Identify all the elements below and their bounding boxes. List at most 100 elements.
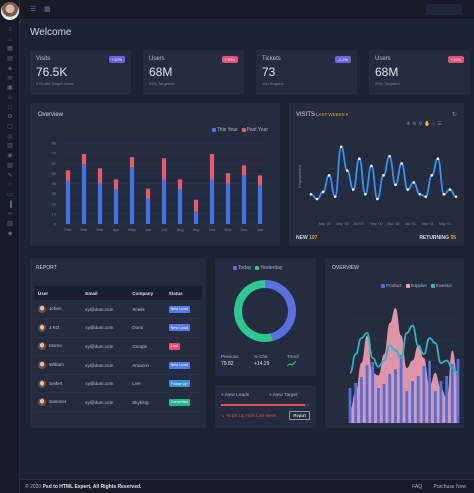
mail-icon[interactable]: ✉ [7,75,13,82]
star-icon[interactable]: ☆ [7,182,13,189]
stat-value: 73 [262,65,276,79]
visits-filter-dropdown[interactable]: LAST WEEKS ▾ [316,112,349,117]
user-cell: Sammer [34,392,82,413]
product-bar [405,391,409,423]
status-badge[interactable]: New Lead [168,305,190,313]
legend-label[interactable]: Supplier [410,283,428,288]
stat-subtext: 275,456 Target Users [36,81,75,86]
supplier-area [350,308,458,423]
status-badge[interactable]: Converted [168,398,191,406]
column-header[interactable]: Company [128,286,165,300]
avatar[interactable] [1,2,19,20]
shield-icon[interactable]: ◆ [7,230,13,237]
legend-label[interactable]: Yesterday [260,265,283,271]
visits-card: VISITS LAST WEEKS ▾ ↻ ⊕⊖⚲✋⌂☰ Engagement M… [289,103,464,246]
metric-label: Trend [287,354,299,359]
x-tick-label: Mar [97,227,105,232]
bar-past-year [113,179,119,190]
home-icon[interactable]: ⌂ [432,121,438,127]
stat-label: Visits [36,56,51,62]
table-icon[interactable]: ▥ [7,143,13,150]
company-link[interactable]: Psd to HTML Expert, [42,484,92,490]
bar-past-year [193,199,199,212]
data-point [339,145,343,149]
menu-icon[interactable]: ☰ [30,6,37,13]
grid-icon[interactable]: ▦ [7,46,13,53]
report-table: User Email Company Status Johen xy@dum.com … [34,286,202,413]
zoom-out-icon[interactable]: ⊖ [412,121,419,127]
table-row[interactable]: Sammer xy@dum.com Skyblog Converted [34,392,202,413]
lock-icon[interactable]: ▧ [7,162,13,169]
company-cell: Skyblog [128,392,165,413]
x-tick-label: Oct [209,227,216,232]
legend-label[interactable]: This Year [216,127,238,133]
legend-label[interactable]: Investor [436,283,453,288]
bar-icon[interactable]: ▐ [7,201,13,208]
home-icon[interactable]: ⌂ [8,36,12,43]
menu-icon[interactable]: ≡ [8,27,12,33]
top-bar-controls[interactable] [426,4,462,15]
file-icon[interactable]: □ [8,104,12,111]
calendar-icon[interactable]: ▣ [7,85,13,92]
data-point [358,157,361,161]
link-icon[interactable]: ∞ [7,211,13,218]
status-badge[interactable]: New Lead [168,361,190,369]
map-icon[interactable]: ◎ [7,133,13,140]
status-badge[interactable]: Follow Up [168,380,190,388]
monitor-icon[interactable]: ▭ [7,191,13,198]
returning-label: RETURNING [419,235,450,241]
column-header[interactable]: Status [164,286,202,300]
metric-value: 79.82 [221,361,234,367]
edit-icon[interactable]: ✎ [7,172,13,179]
status-badge[interactable]: New Lead [168,324,190,332]
column-header[interactable]: User [34,286,82,300]
menu-icon[interactable]: ☰ [437,121,444,127]
search-icon[interactable]: ⚲ [418,121,425,127]
product-bar [382,384,386,423]
settings-icon[interactable]: ⚙ [7,114,13,121]
chart-icon[interactable]: ▤ [7,56,13,63]
table-row[interactable]: Momo xy@dum.com Google Lost [34,337,202,357]
pan-icon[interactable]: ✋ [424,121,433,127]
x-tick-label: Apr [113,227,120,232]
user-cell: Momo [34,337,82,357]
grid-icon[interactable]: ▦ [44,6,51,13]
data-point [327,174,331,177]
layers-icon[interactable]: ◈ [7,65,13,72]
table-row[interactable]: Seifert xy@dum.com Live Follow Up [34,374,202,394]
column-header[interactable]: Email [81,286,129,300]
legend-label[interactable]: Product [386,283,402,288]
table-row[interactable]: Johen xy@dum.com Xcesk New Lead [34,300,202,320]
overview-bar-card: Overview This Year Past Year 0 10 20 30 40 50 6… [30,103,280,246]
legend-label[interactable]: Past Year [246,127,268,133]
data-point [448,188,452,191]
zoom-in-icon[interactable]: ⊕ [406,121,413,127]
bar-past-year [177,179,183,190]
company-cell: Live [128,374,165,394]
bar-this-year [129,167,135,224]
status-cell: Lost [164,337,202,357]
product-bar [388,374,392,423]
table-row[interactable]: William xy@dum.com Amazon New Lead [34,355,202,375]
status-cell: New Lead [164,300,202,320]
faq-link[interactable]: FAQ [412,484,423,490]
refresh-icon[interactable]: ↻ [451,112,457,118]
bar-this-year [145,198,151,224]
data-point [412,181,416,184]
folder-icon[interactable]: ▨ [7,221,13,227]
x-tick-label: Nov [224,227,231,232]
legend-label[interactable]: Today [238,265,252,271]
user-icon[interactable]: ☺ [6,94,14,101]
report-button[interactable]: Report [289,411,310,420]
box-icon[interactable]: ▢ [7,124,13,130]
x-tick-label: Mar [81,227,89,232]
bar-past-year [225,173,231,184]
status-badge[interactable]: Lost [168,342,180,350]
purchase-now-link[interactable]: Purchase Now [433,484,466,490]
table-row[interactable]: J.KO xy@dum.com Domi New Lead [34,318,202,338]
x-tick-label: Jan '01 [405,222,416,226]
status-cell: Converted [164,392,202,413]
bar-past-year [241,165,247,176]
data-point [382,174,385,177]
bell-icon[interactable]: ◉ [7,153,13,160]
